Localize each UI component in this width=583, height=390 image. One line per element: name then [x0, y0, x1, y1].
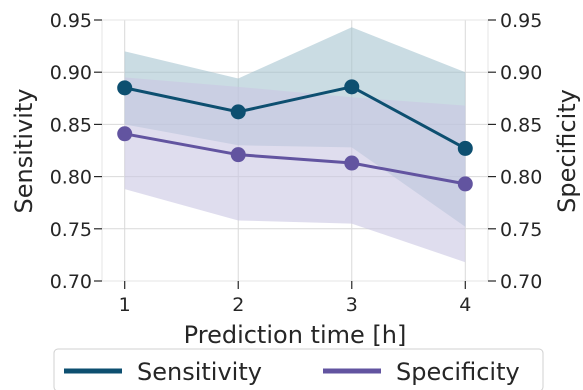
- y-tick-label-left: 0.90: [50, 62, 92, 84]
- x-axis-label: Prediction time [h]: [184, 321, 407, 349]
- x-tick-label: 3: [346, 294, 358, 316]
- y-tick-label-right: 0.85: [500, 114, 542, 136]
- series-points: [117, 79, 473, 192]
- legend-label-sensitivity: Sensitivity: [137, 358, 262, 386]
- confidence-bands: [124, 27, 466, 263]
- y-axis-label-left: Sensitivity: [10, 89, 38, 214]
- y-tick-label-left: 0.75: [50, 219, 92, 241]
- line-sensitivity: [124, 85, 467, 150]
- legend-label-specificity: Specificity: [396, 358, 520, 386]
- y-tick-label-right: 0.75: [500, 219, 542, 241]
- band-specificity: [124, 77, 466, 263]
- point-specificity: [344, 155, 360, 171]
- point-specificity: [117, 126, 133, 142]
- y-tick-label-left: 0.95: [50, 10, 92, 32]
- y-axis-label-right: Specificity: [553, 89, 581, 213]
- y-tick-label-left: 0.70: [50, 271, 92, 293]
- point-sensitivity: [230, 104, 246, 120]
- point-sensitivity: [457, 140, 473, 156]
- y-tick-label-right: 0.90: [500, 62, 542, 84]
- legend: Sensitivity Specificity: [53, 348, 544, 390]
- line-specificity: [124, 132, 466, 186]
- x-axis: 1 2 3 4: [119, 281, 471, 316]
- y-tick-label-right: 0.70: [500, 271, 542, 293]
- point-specificity: [457, 176, 473, 192]
- y-tick-label-right: 0.95: [500, 10, 542, 32]
- x-tick-label: 2: [232, 294, 244, 316]
- y-tick-label-left: 0.80: [50, 167, 92, 189]
- x-tick-label: 4: [459, 294, 471, 316]
- legend-box: [53, 348, 544, 390]
- plot-frame: [101, 19, 489, 282]
- y-axis-left: 0.70 0.75 0.80 0.85 0.90 0.95: [50, 10, 102, 293]
- point-sensitivity: [117, 80, 133, 96]
- x-tick-label: 1: [119, 294, 131, 316]
- y-tick-label-left: 0.85: [50, 114, 92, 136]
- y-axis-right: 0.70 0.75 0.80 0.85 0.90 0.95: [488, 10, 542, 293]
- series-lines: [124, 85, 467, 186]
- y-tick-label-right: 0.80: [500, 167, 542, 189]
- point-sensitivity: [344, 79, 360, 95]
- point-specificity: [230, 147, 246, 163]
